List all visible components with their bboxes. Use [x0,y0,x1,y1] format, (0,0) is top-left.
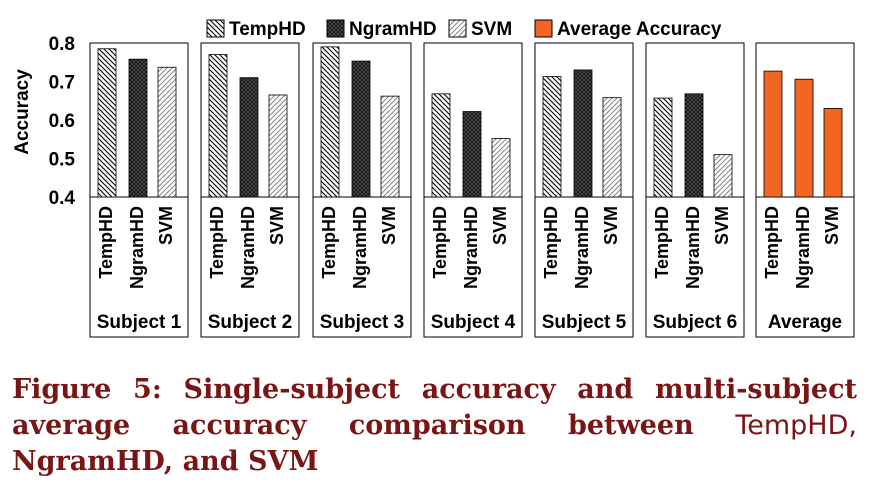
bar-category-label: NgramHD [461,206,481,289]
panel-subject-5: TempHD NgramHD SVM Subject 5 [534,42,634,338]
bar-category-label: TempHD [430,206,450,279]
bar-ngramhd [684,93,704,198]
bar-svm [380,95,400,198]
legend-label: TempHD [229,19,306,40]
bar-category-label: SVM [156,206,176,245]
bar-temphd [542,76,562,198]
bar-ngramhd [239,77,259,198]
y-tick-label: 0.4 [49,188,76,209]
bar-category-label: NgramHD [127,206,147,289]
bar-temphd [320,46,340,198]
group-label: Subject 1 [97,312,182,333]
legend-swatch [534,19,553,38]
bar-category-label: NgramHD [793,206,813,289]
group-label: Subject 5 [542,312,627,333]
panel-subject-6: TempHD NgramHD SVM Subject 6 [645,42,745,338]
bar-category-label: TempHD [652,206,672,279]
group-label: Subject 6 [653,312,737,333]
legend-swatch [448,19,467,38]
bar-category-label: TempHD [762,206,782,279]
panel-subject-3: TempHD NgramHD SVM Subject 3 [312,42,412,338]
bar-temphd [97,48,117,198]
group-label: Subject 4 [431,312,516,333]
grouped-bar-chart: Accuracy 0.4 0.5 0.6 0.7 0.8 TempHD NgramHD SV… [12,19,855,338]
bar-svm [268,94,288,198]
bar-category-label: SVM [601,206,621,245]
bar-category-label: SVM [267,206,287,245]
bar-ngramhd [351,60,371,198]
bar-category-label: TempHD [319,206,339,279]
bar-category-label: TempHD [96,206,116,279]
group-label: Subject 3 [320,312,404,333]
legend-label: Average Accuracy [557,19,722,40]
y-tick-label: 0.7 [49,73,75,94]
caption-line-2-lead: average accuracy comparison between [12,410,694,441]
caption-line-3: NgramHD, and SVM [12,446,319,477]
legend-swatch [326,19,345,38]
caption-line-2-sys: TempHD, [735,410,857,441]
y-tick-label: 0.6 [49,111,75,132]
y-axis-ticks: 0.4 0.5 0.6 0.7 0.8 [49,34,76,209]
bar-temphd [431,93,451,198]
legend-swatch [206,19,225,38]
panel-subject-4: TempHD NgramHD SVM Subject 4 [423,42,523,338]
panels: TempHD NgramHD SVM Subject 1 TempHD NgramHD SV… [89,42,855,338]
figure-caption: Figure 5: Single-subject accuracy and mu… [12,372,857,480]
bar-svm [823,108,843,198]
bar-temphd [208,54,228,198]
legend-label: NgramHD [349,19,437,40]
group-label: Subject 2 [208,312,292,333]
bar-category-label: SVM [822,206,842,245]
bar-category-label: NgramHD [572,206,592,289]
bar-svm [491,138,511,198]
bar-svm [713,154,733,198]
bar-category-label: NgramHD [238,206,258,289]
panel-subject-1: TempHD NgramHD SVM Subject 1 [89,42,189,338]
y-tick-label: 0.8 [49,34,75,55]
bar-temphd [653,97,673,198]
bar-temphd [763,70,783,198]
bar-category-label: NgramHD [350,206,370,289]
bar-category-label: SVM [379,206,399,245]
bar-svm [157,66,177,198]
y-tick-label: 0.5 [49,150,76,171]
bar-category-label: TempHD [541,206,561,279]
legend-label: SVM [471,19,512,40]
bar-ngramhd [794,78,814,198]
y-axis-label: Accuracy [12,69,33,155]
bar-category-label: SVM [490,206,510,245]
bar-svm [602,97,622,198]
bar-category-label: TempHD [207,206,227,279]
legend: TempHD NgramHD SVM Average Accuracy [206,19,722,40]
bar-category-label: SVM [712,206,732,245]
bar-ngramhd [128,58,148,198]
group-label: Average [768,312,842,333]
caption-line-1: Figure 5: Single-subject accuracy and mu… [12,374,857,405]
panel-subject-2: TempHD NgramHD SVM Subject 2 [200,42,300,338]
bar-ngramhd [462,111,482,198]
bar-category-label: NgramHD [683,206,703,289]
bar-ngramhd [573,69,593,198]
panel-average: TempHD NgramHD SVM Average [755,42,855,338]
